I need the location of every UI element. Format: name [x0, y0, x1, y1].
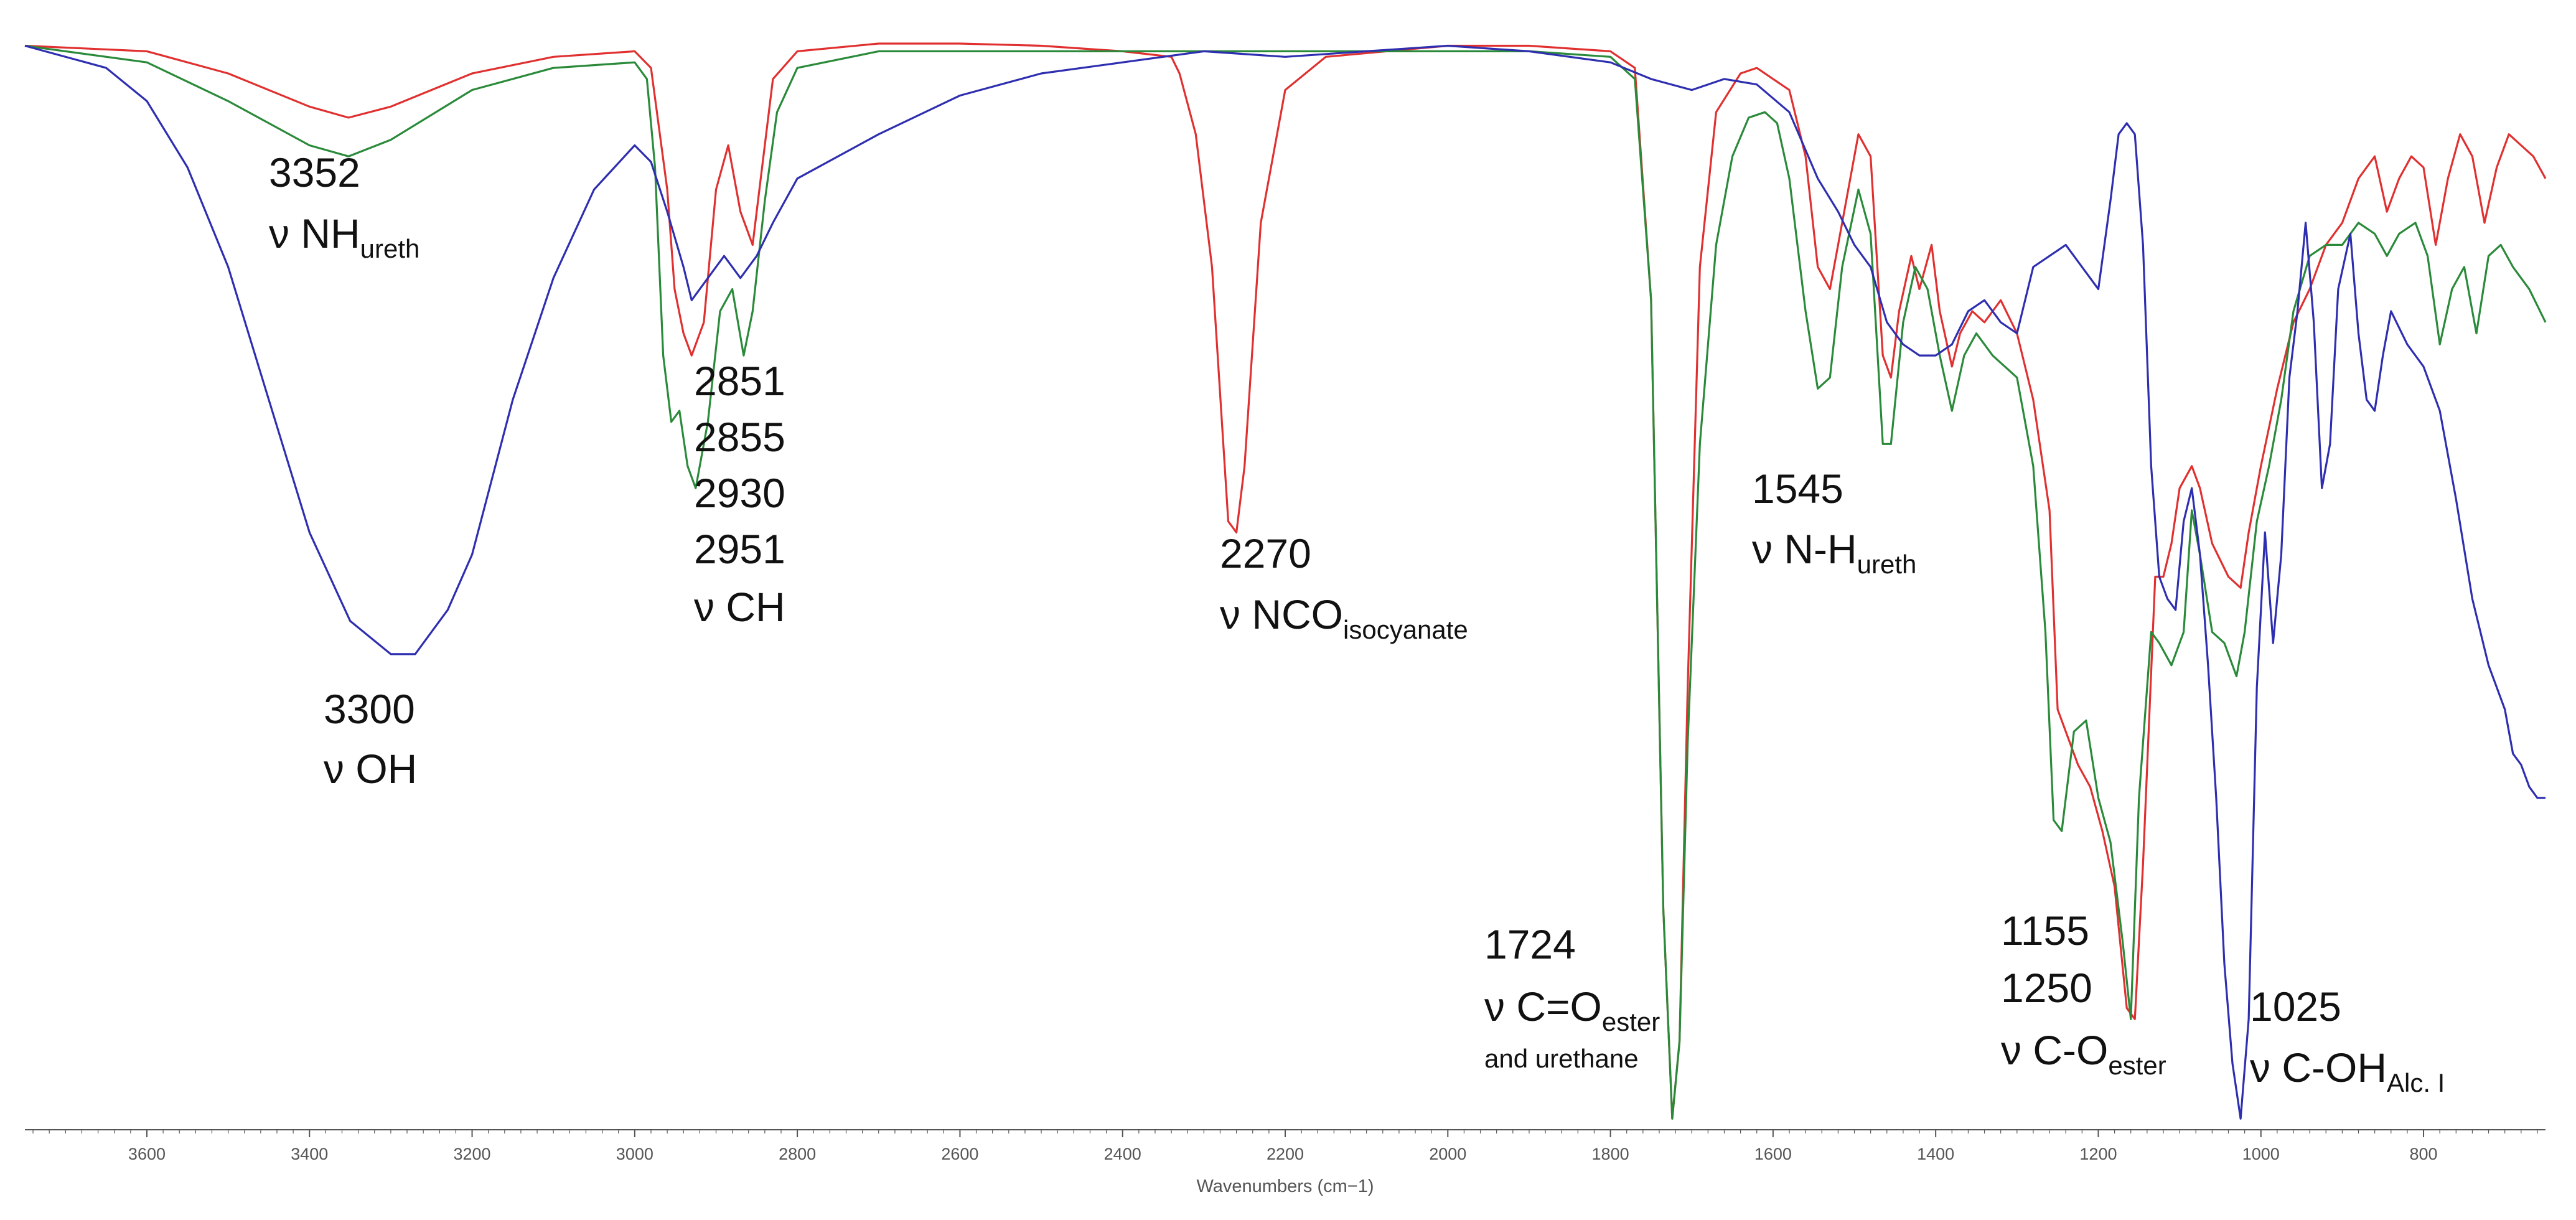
x-tick-label: 3000 — [616, 1145, 653, 1163]
x-tick-label: 1000 — [2242, 1145, 2280, 1163]
peak-annotation: ν C-OHAlc. I — [2250, 1044, 2445, 1097]
x-tick-label: 3200 — [454, 1145, 491, 1163]
peak-annotation: 3300 — [324, 686, 415, 732]
x-axis: 3600 3400 3200 3000 2800 2600 2400 2200 2000 1800… — [25, 1129, 2546, 1163]
peak-annotation: 1155 — [2001, 908, 2089, 954]
peak-annotation: ν OH — [324, 746, 417, 792]
series-line-3 — [24, 44, 2546, 1120]
peak-annotation: 1250 — [2001, 965, 2092, 1011]
peak-annotation: ν C=Oester — [1484, 983, 1660, 1036]
peak-annotation: 2855 — [694, 414, 785, 460]
peak-annotation: ν N-Hureth — [1752, 526, 1916, 579]
peak-annotation: 3352 — [269, 149, 360, 195]
peak-annotation: 1545 — [1752, 466, 1843, 512]
peak-annotation: 1025 — [2250, 983, 2341, 1030]
peak-annotation: 2930 — [694, 470, 785, 516]
x-tick-label: 2000 — [1429, 1145, 1466, 1163]
x-tick-label: 2800 — [779, 1145, 816, 1163]
peak-annotation: ν CH — [694, 584, 785, 630]
x-tick-label: 800 — [2410, 1145, 2438, 1163]
x-tick-label: 2400 — [1104, 1145, 1141, 1163]
peak-annotation: ν C-Oester — [2001, 1027, 2166, 1080]
x-tick-label: 1400 — [1917, 1145, 1954, 1163]
x-tick-label: 2200 — [1267, 1145, 1304, 1163]
x-axis-label: Wavenumbers (cm−1) — [1197, 1176, 1374, 1196]
x-tick-label: 1200 — [2079, 1145, 2117, 1163]
x-tick-label: 1600 — [1754, 1145, 1792, 1163]
peak-annotation: ν NHureth — [269, 210, 419, 263]
peak-annotation: ν NCOisocyanate — [1220, 591, 1468, 644]
x-tick-label: 2600 — [941, 1145, 978, 1163]
x-tick-label: 3600 — [128, 1145, 166, 1163]
series-line-1 — [24, 42, 2547, 1120]
annotations-layer: 3352 ν NHureth 3300 ν OH 2851 2855 2930 2951 ν C… — [269, 149, 2445, 1097]
x-tick-label: 1800 — [1592, 1145, 1629, 1163]
peak-annotation: 2951 — [694, 526, 785, 572]
peak-annotation: 2270 — [1220, 530, 1311, 576]
x-tick-label: 3400 — [291, 1145, 328, 1163]
series-layer — [24, 42, 2547, 1120]
peak-annotation: and urethane — [1484, 1044, 1639, 1073]
series-line-2 — [24, 44, 2547, 1120]
peak-annotation: 2851 — [694, 358, 785, 404]
peak-annotation: 1724 — [1484, 921, 1576, 967]
